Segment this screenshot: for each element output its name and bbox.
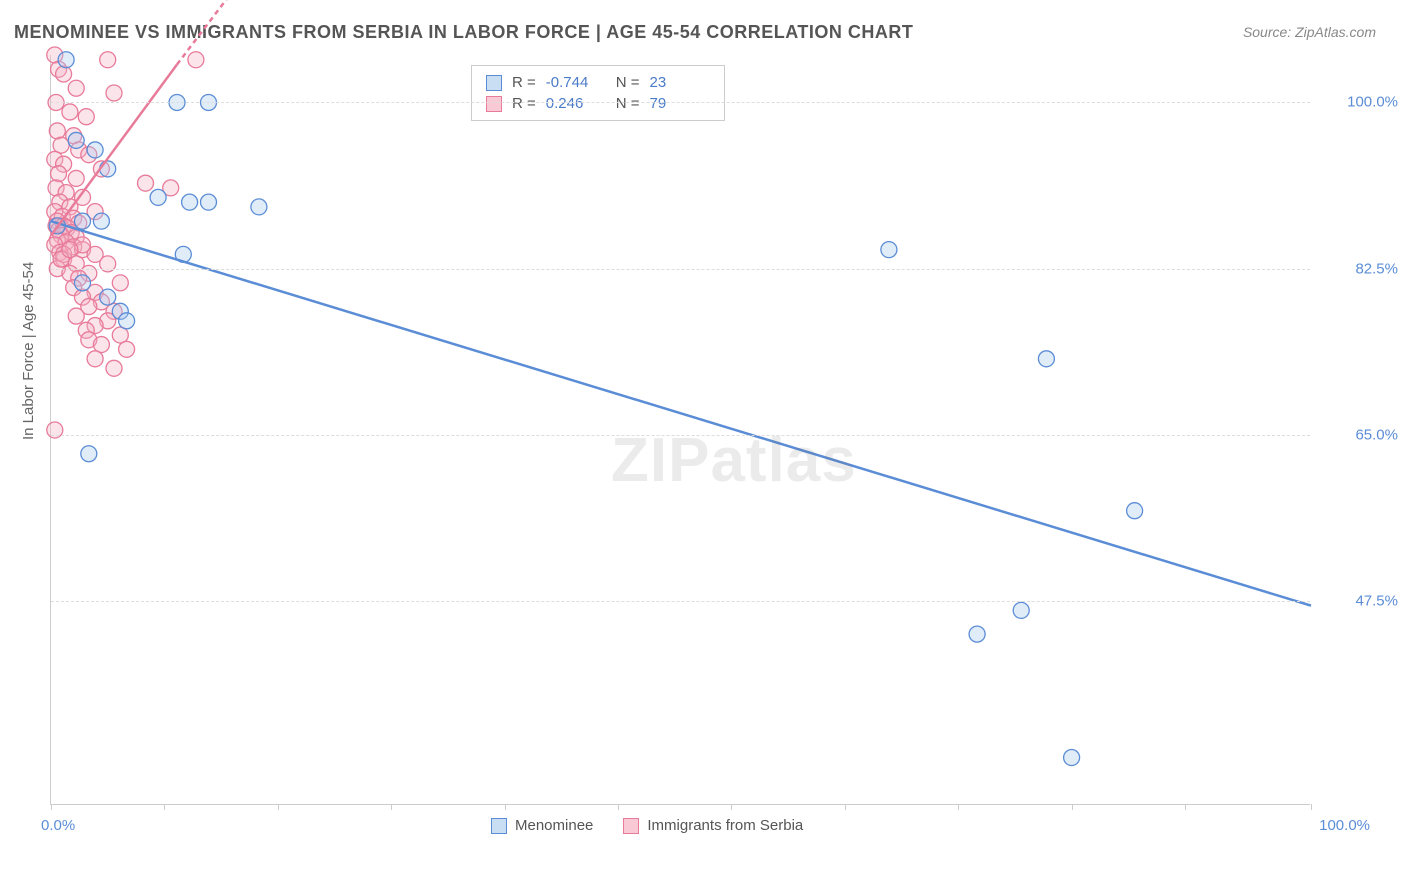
- data-point: [100, 161, 116, 177]
- n-value-1: 23: [650, 74, 710, 91]
- data-point: [51, 166, 67, 182]
- data-point: [150, 189, 166, 205]
- gridline: [51, 269, 1310, 270]
- data-point: [112, 275, 128, 291]
- data-point: [119, 341, 135, 357]
- swatch-blue-icon: [486, 75, 502, 91]
- data-point: [100, 289, 116, 305]
- data-point: [188, 52, 204, 68]
- swatch-pink-icon: [486, 96, 502, 112]
- x-tick: [164, 804, 165, 810]
- data-point: [62, 104, 78, 120]
- y-tick-label: 47.5%: [1318, 592, 1398, 609]
- data-point: [112, 327, 128, 343]
- x-tick: [1072, 804, 1073, 810]
- gridline: [51, 435, 1310, 436]
- data-point: [68, 308, 84, 324]
- legend-item-menominee: Menominee: [491, 817, 593, 834]
- x-tick: [1311, 804, 1312, 810]
- data-point: [201, 194, 217, 210]
- n-value-2: 79: [650, 95, 710, 112]
- data-point: [56, 66, 72, 82]
- plot-area: ZIPatlas R = -0.744 N = 23 R = 0.246 N =…: [50, 55, 1310, 805]
- scatter-svg: [51, 55, 1310, 804]
- x-tick: [51, 804, 52, 810]
- legend-row-menominee: R = -0.744 N = 23: [486, 72, 710, 93]
- x-tick: [278, 804, 279, 810]
- data-point: [62, 242, 78, 258]
- data-point: [49, 123, 65, 139]
- data-point: [251, 199, 267, 215]
- r-value-2: 0.246: [546, 95, 606, 112]
- data-point: [1013, 602, 1029, 618]
- y-tick-label: 100.0%: [1318, 94, 1398, 111]
- chart-title: MENOMINEE VS IMMIGRANTS FROM SERBIA IN L…: [14, 22, 913, 43]
- data-point: [106, 360, 122, 376]
- source-attribution: Source: ZipAtlas.com: [1243, 24, 1376, 40]
- data-point: [106, 85, 122, 101]
- data-point: [78, 109, 94, 125]
- y-tick-label: 82.5%: [1318, 260, 1398, 277]
- x-tick: [618, 804, 619, 810]
- data-point: [58, 52, 74, 68]
- y-axis-label: In Labor Force | Age 45-54: [20, 262, 37, 440]
- x-tick: [391, 804, 392, 810]
- data-point: [87, 142, 103, 158]
- data-point: [100, 52, 116, 68]
- y-tick-label: 65.0%: [1318, 426, 1398, 443]
- swatch-pink-icon: [623, 818, 639, 834]
- x-tick: [845, 804, 846, 810]
- data-point: [53, 137, 69, 153]
- legend-row-serbia: R = 0.246 N = 79: [486, 93, 710, 114]
- gridline: [51, 102, 1310, 103]
- x-tick: [731, 804, 732, 810]
- x-tick: [958, 804, 959, 810]
- data-point: [182, 194, 198, 210]
- data-point: [75, 213, 91, 229]
- legend-item-serbia: Immigrants from Serbia: [623, 817, 803, 834]
- data-point: [87, 351, 103, 367]
- data-point: [138, 175, 154, 191]
- legend-label: Immigrants from Serbia: [647, 817, 803, 834]
- x-axis-max-label: 100.0%: [1319, 817, 1370, 834]
- x-tick: [505, 804, 506, 810]
- legend-label: Menominee: [515, 817, 593, 834]
- data-point: [119, 313, 135, 329]
- correlation-legend: R = -0.744 N = 23 R = 0.246 N = 79: [471, 65, 725, 121]
- data-point: [68, 132, 84, 148]
- data-point: [1127, 503, 1143, 519]
- x-axis-min-label: 0.0%: [41, 817, 75, 834]
- x-tick: [1185, 804, 1186, 810]
- data-point: [969, 626, 985, 642]
- data-point: [1038, 351, 1054, 367]
- data-point: [93, 213, 109, 229]
- data-point: [81, 446, 97, 462]
- data-point: [68, 80, 84, 96]
- r-value-1: -0.744: [546, 74, 606, 91]
- swatch-blue-icon: [491, 818, 507, 834]
- correlation-chart: MENOMINEE VS IMMIGRANTS FROM SERBIA IN L…: [0, 0, 1406, 892]
- data-point: [68, 170, 84, 186]
- gridline: [51, 601, 1310, 602]
- trendline: [51, 221, 1311, 605]
- data-point: [75, 275, 91, 291]
- series-legend: Menominee Immigrants from Serbia: [491, 817, 803, 834]
- data-point: [1064, 750, 1080, 766]
- data-point: [881, 242, 897, 258]
- data-point: [93, 337, 109, 353]
